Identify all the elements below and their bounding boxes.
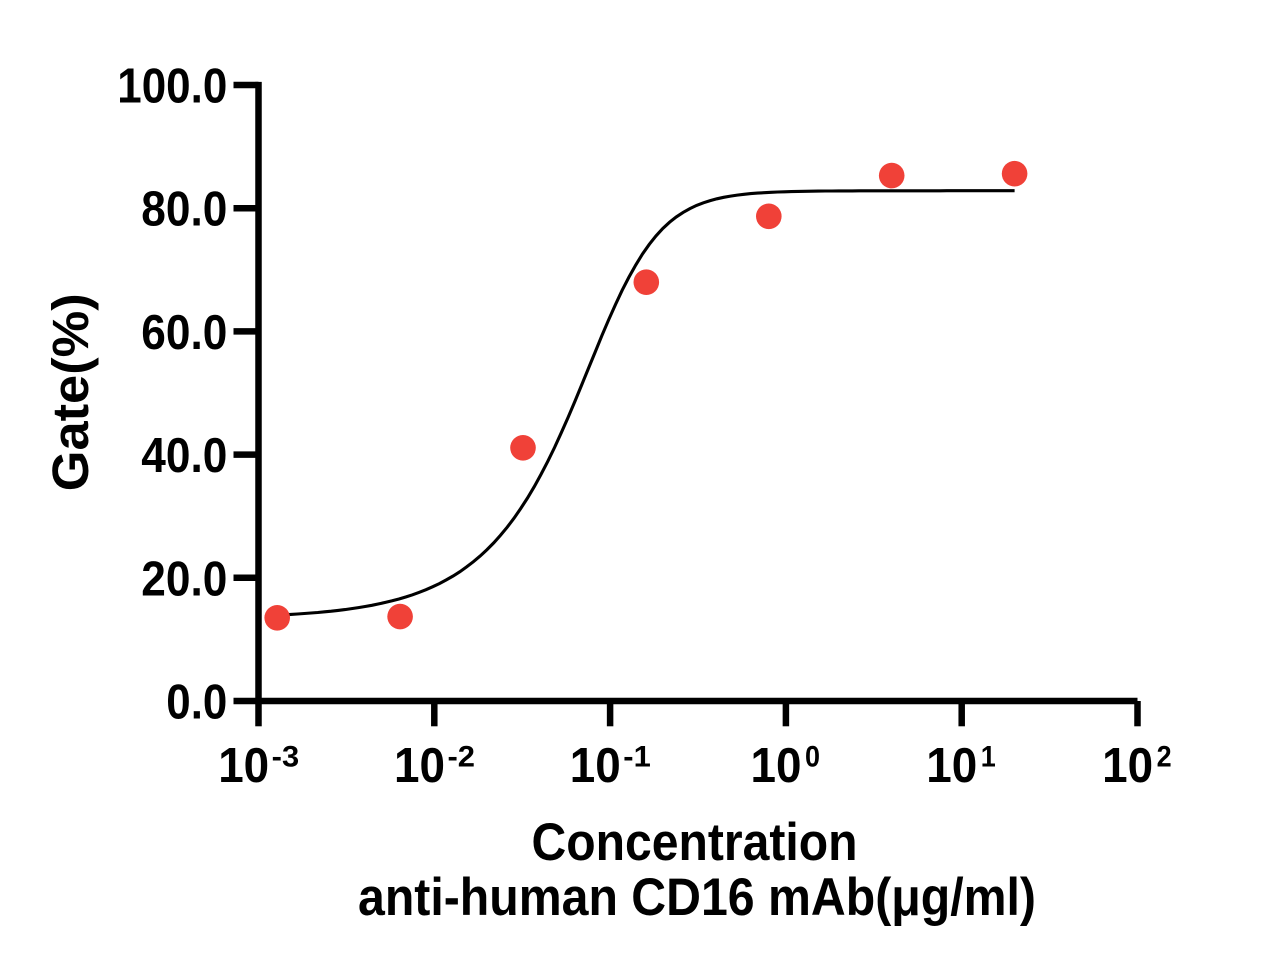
svg-text:60.0: 60.0 [141, 305, 227, 360]
svg-text:20.0: 20.0 [141, 551, 227, 606]
svg-text:1: 1 [981, 741, 996, 774]
svg-text:-1: -1 [623, 741, 651, 774]
svg-text:40.0: 40.0 [141, 428, 227, 483]
svg-text:0: 0 [805, 741, 820, 774]
svg-text:0.0: 0.0 [166, 675, 227, 730]
svg-text:80.0: 80.0 [141, 182, 227, 237]
svg-text:10: 10 [926, 738, 977, 793]
svg-text:10: 10 [394, 738, 445, 793]
svg-text:10: 10 [751, 738, 802, 793]
svg-text:Concentration: Concentration [532, 813, 858, 872]
svg-text:100.0: 100.0 [117, 59, 227, 114]
svg-text:10: 10 [570, 738, 621, 793]
svg-text:2: 2 [1157, 741, 1172, 774]
svg-text:10: 10 [1102, 738, 1153, 793]
svg-text:anti-human CD16 mAb(μg/ml): anti-human CD16 mAb(μg/ml) [358, 868, 1036, 927]
svg-text:-2: -2 [448, 741, 476, 774]
svg-text:-3: -3 [272, 741, 300, 774]
svg-text:Gate(%): Gate(%) [41, 293, 99, 491]
svg-text:10: 10 [218, 738, 269, 793]
